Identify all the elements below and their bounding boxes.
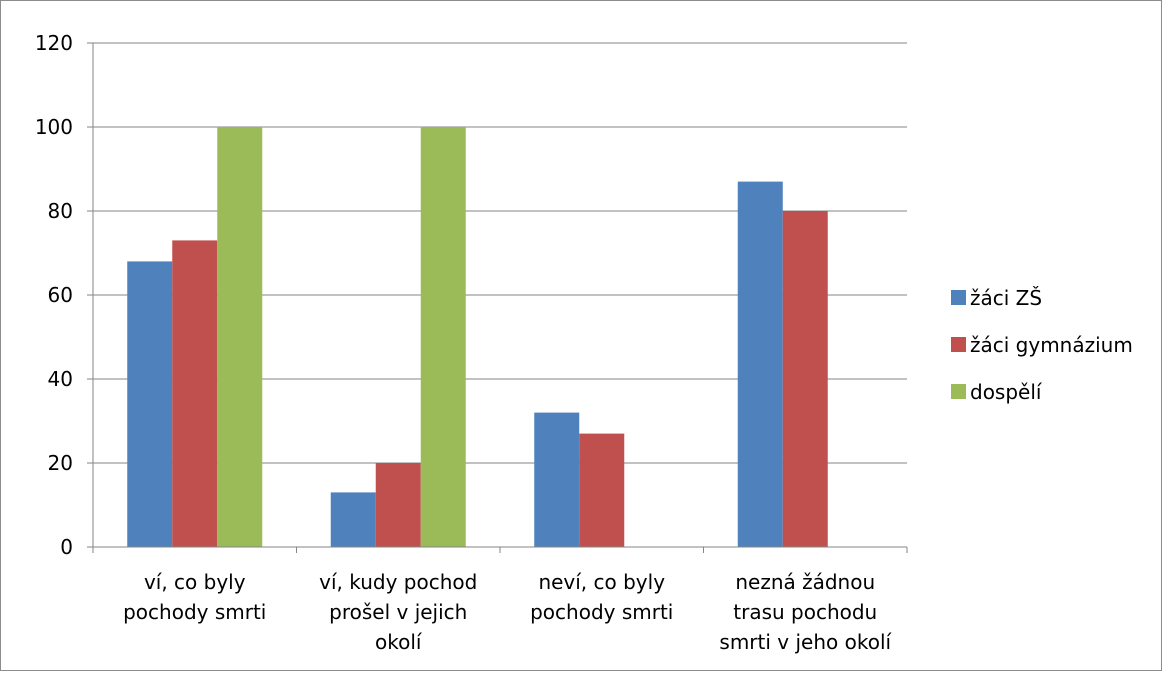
x-category-label: ví, co byly (144, 570, 246, 594)
bar (127, 261, 173, 547)
y-tick-labels: 0 20 40 60 80 100 120 (35, 31, 73, 559)
legend-swatch (951, 290, 966, 305)
bar (217, 127, 263, 547)
bar (737, 181, 783, 547)
x-category-label: ví, kudy pochod (319, 570, 477, 594)
bar (534, 412, 580, 547)
legend-swatch (951, 384, 966, 399)
x-category-label: pochody smrti (123, 600, 266, 624)
axes (87, 42, 908, 553)
x-category-label: okolí (375, 630, 423, 654)
bar (330, 492, 376, 547)
bar (782, 211, 828, 547)
y-tick-label: 60 (48, 283, 73, 307)
y-tick-label: 0 (60, 535, 73, 559)
bar (375, 463, 421, 547)
x-category-label: trasu pochodu (733, 600, 877, 624)
legend-label: žáci gymnázium (970, 333, 1133, 357)
bar (172, 240, 218, 547)
bar (579, 433, 625, 547)
bar (420, 127, 466, 547)
y-tick-label: 20 (48, 451, 73, 475)
x-category-label: neví, co byly (538, 570, 665, 594)
x-category-label: smrti v jeho okolí (719, 630, 892, 654)
legend-label: žáci ZŠ (970, 286, 1042, 310)
y-tick-label: 100 (35, 115, 73, 139)
y-tick-label: 80 (48, 199, 73, 223)
x-category-label: nezná žádnou (735, 570, 875, 594)
bars (127, 127, 828, 547)
y-tick-label: 120 (35, 31, 73, 55)
x-category-labels: ví, co byly pochody smrti ví, kudy pochod p… (123, 570, 892, 654)
legend-label: dospělí (970, 380, 1043, 404)
x-category-label: pochody smrti (530, 600, 673, 624)
legend-swatch (951, 337, 966, 352)
y-tick-label: 40 (48, 367, 73, 391)
x-category-label: prošel v jejich (329, 600, 467, 624)
legend: žáci ZŠ žáci gymnázium dospělí (951, 286, 1133, 404)
